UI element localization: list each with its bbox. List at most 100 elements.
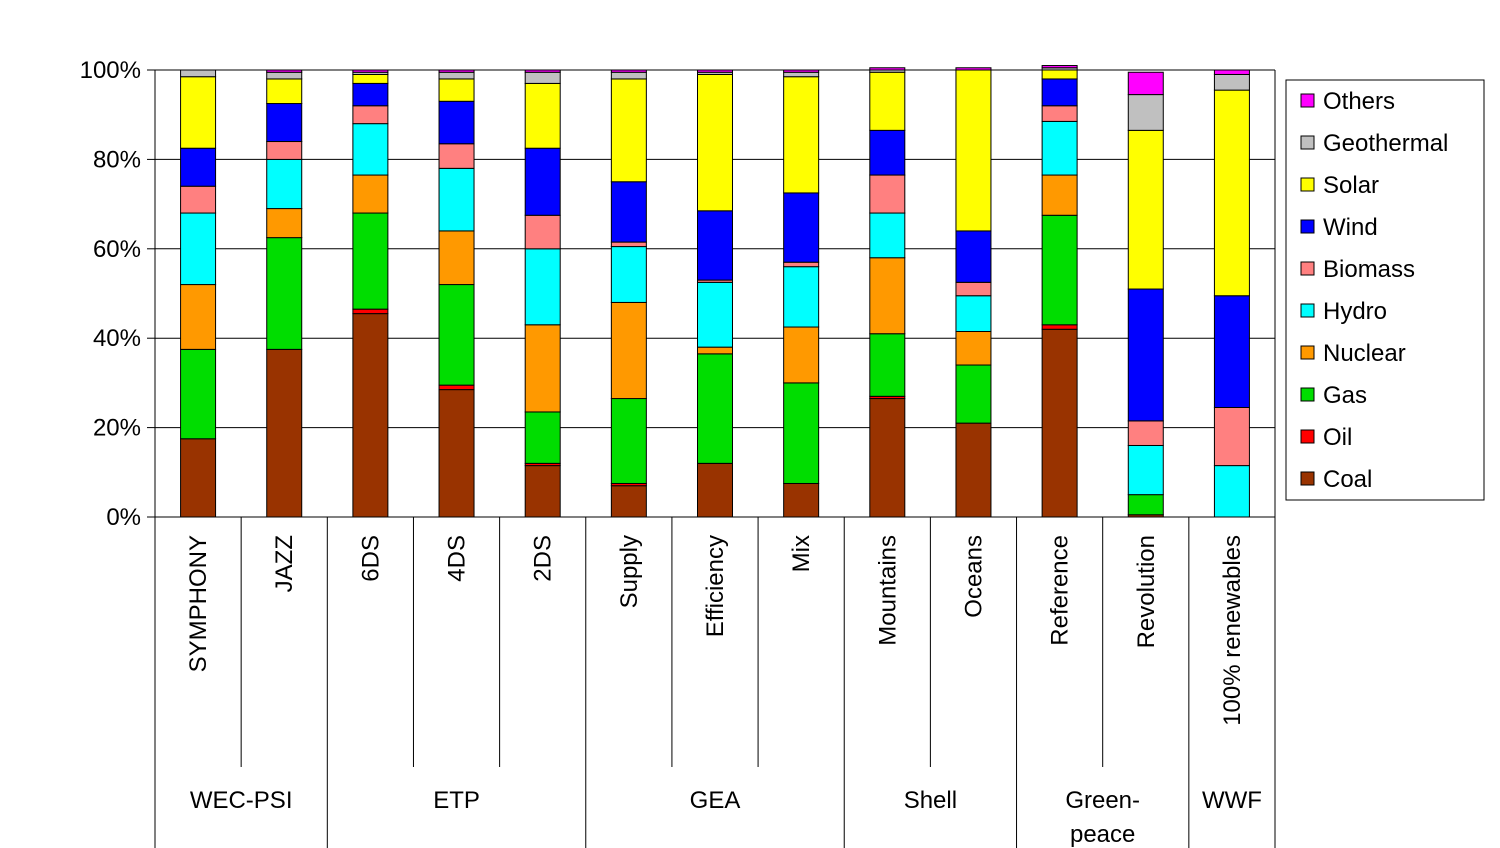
bar-stack bbox=[955, 67, 992, 518]
bar-segment bbox=[869, 67, 906, 71]
bar-segment bbox=[1127, 71, 1164, 96]
bar-segment bbox=[869, 174, 906, 214]
legend-swatch bbox=[1300, 261, 1315, 276]
bar-segment bbox=[869, 398, 906, 518]
bar-segment bbox=[1041, 105, 1078, 122]
bar-segment bbox=[783, 382, 820, 484]
bar-segment bbox=[610, 301, 647, 400]
group-label: Green- bbox=[1065, 787, 1140, 814]
category-labels: SYMPHONY JAZZ 6DS 4DS 2DS Supply Efficiency Mix… bbox=[185, 535, 1246, 726]
bar-segment bbox=[869, 129, 906, 176]
bar-segment bbox=[352, 69, 389, 73]
bar-segment bbox=[610, 181, 647, 243]
bar-stack bbox=[438, 69, 475, 518]
bar-segment bbox=[524, 147, 561, 216]
group-label: ETP bbox=[433, 787, 480, 814]
group-label: WEC-PSI bbox=[190, 787, 293, 814]
bar-segment bbox=[1127, 494, 1164, 516]
bar-segment bbox=[783, 326, 820, 384]
bar-segment bbox=[524, 214, 561, 250]
group-label: peace bbox=[1070, 821, 1135, 848]
bar-segment bbox=[524, 465, 561, 518]
legend-label: Oil bbox=[1323, 424, 1352, 451]
bar-segment bbox=[524, 82, 561, 149]
bar-segment bbox=[266, 103, 303, 143]
group-labels: WEC-PSI ETP GEA Shell Green-peace WWF bbox=[190, 787, 1262, 848]
bar-segment bbox=[438, 384, 475, 391]
bar-segment bbox=[1127, 420, 1164, 446]
bar-segment bbox=[783, 76, 820, 194]
legend-label: Nuclear bbox=[1323, 340, 1406, 367]
legend-swatch bbox=[1300, 135, 1315, 150]
bar-segment bbox=[610, 78, 647, 183]
legend-label: Coal bbox=[1323, 466, 1372, 493]
bar-segment bbox=[266, 237, 303, 350]
category-label: 2DS bbox=[530, 535, 557, 582]
legend-label: Others bbox=[1323, 88, 1395, 115]
bar-segment bbox=[266, 78, 303, 105]
bar-segment bbox=[610, 485, 647, 518]
bar-stack bbox=[1041, 65, 1078, 518]
legend-swatch bbox=[1300, 177, 1315, 192]
y-tick-label: 20% bbox=[93, 415, 141, 442]
bar-segment bbox=[266, 69, 303, 73]
bar-segment bbox=[1041, 120, 1078, 176]
legend-swatch bbox=[1300, 303, 1315, 318]
legend-label: Gas bbox=[1323, 382, 1367, 409]
bar-segment bbox=[955, 364, 992, 424]
bar-segment bbox=[1127, 94, 1164, 131]
bar-segment bbox=[1041, 174, 1078, 216]
category-label: Revolution bbox=[1133, 535, 1160, 648]
category-label: Mountains bbox=[874, 535, 901, 646]
category-label: Mix bbox=[788, 535, 815, 572]
bar-segment bbox=[869, 212, 906, 259]
bar-segment bbox=[697, 69, 733, 73]
legend-label: Biomass bbox=[1323, 256, 1415, 283]
bar-segment bbox=[352, 313, 389, 518]
category-label: Reference bbox=[1047, 535, 1074, 646]
bar-segment bbox=[955, 422, 992, 518]
bar-segment bbox=[955, 230, 992, 283]
bar-segment bbox=[180, 185, 217, 214]
bar-segment bbox=[1213, 89, 1250, 297]
legend-swatch bbox=[1300, 387, 1315, 402]
bar-segment bbox=[610, 398, 647, 484]
bar-stack bbox=[1127, 71, 1164, 518]
bar-segment bbox=[869, 71, 906, 131]
bar-segment bbox=[180, 69, 217, 78]
bar-segment bbox=[352, 212, 389, 310]
bar-segment bbox=[955, 281, 992, 297]
legend-swatch bbox=[1300, 219, 1315, 234]
bar-segment bbox=[438, 230, 475, 286]
bar-segment bbox=[1213, 295, 1250, 408]
bar-segment bbox=[955, 67, 992, 71]
bar-segment bbox=[697, 346, 733, 355]
bar-segment bbox=[697, 73, 733, 212]
bar-segment bbox=[524, 69, 561, 73]
category-label: Supply bbox=[616, 535, 643, 608]
y-tick-label: 100% bbox=[80, 57, 141, 84]
bar-segment bbox=[524, 324, 561, 413]
bar-segment bbox=[438, 78, 475, 102]
legend-label: Solar bbox=[1323, 172, 1379, 199]
legend-swatch bbox=[1300, 345, 1315, 360]
bar-segment bbox=[180, 438, 217, 518]
legend-label: Wind bbox=[1323, 214, 1378, 241]
bar-stack bbox=[783, 69, 820, 518]
bar-segment bbox=[1041, 65, 1078, 69]
bar-stack bbox=[697, 69, 733, 518]
bar-segment bbox=[438, 71, 475, 80]
bar-segment bbox=[1213, 406, 1250, 467]
bar-segment bbox=[266, 158, 303, 210]
bar-segment bbox=[352, 174, 389, 214]
bar-segment bbox=[1041, 69, 1078, 80]
bar-segment bbox=[352, 308, 389, 315]
bar-segment bbox=[697, 462, 733, 518]
bar-stack bbox=[180, 69, 217, 518]
bar-segment bbox=[1127, 129, 1164, 290]
bar-segment bbox=[783, 71, 820, 78]
bar-segment bbox=[869, 333, 906, 397]
y-axis-ticks: 0% 20% 40% 60% 80% 100% bbox=[80, 57, 141, 531]
bar-segment bbox=[1213, 69, 1250, 75]
bar-segment bbox=[869, 257, 906, 335]
